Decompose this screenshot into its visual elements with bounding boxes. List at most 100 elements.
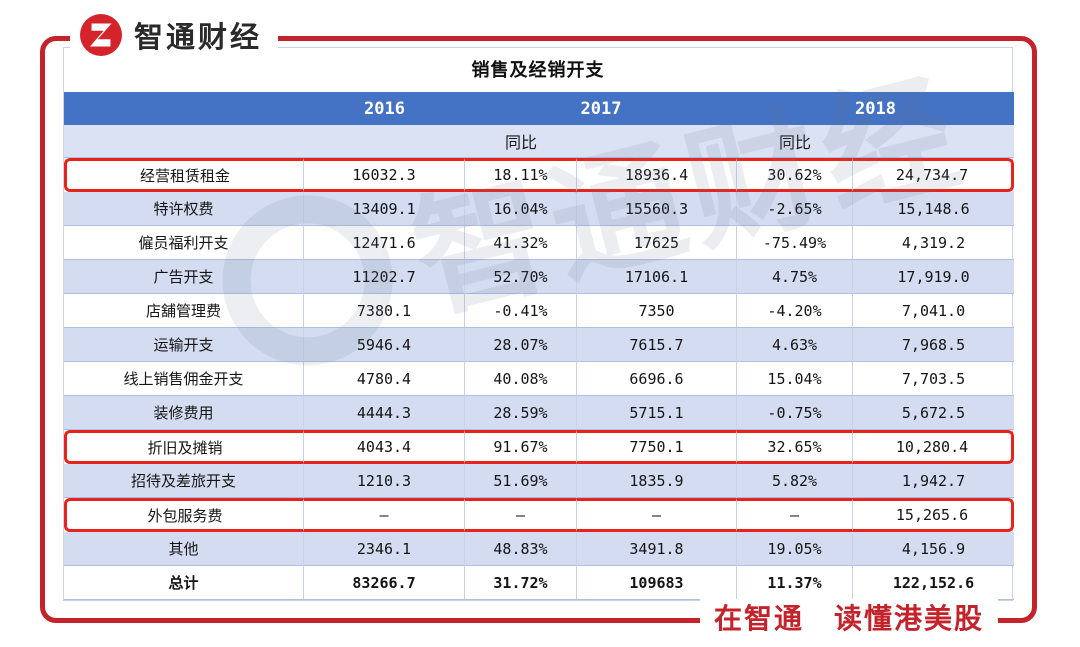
cell-yoy-2017: – [465, 498, 577, 532]
cell-item: 外包服务费 [64, 498, 304, 532]
expense-table: 2016 2017 2018 同比 同比 经营租赁租金 16032.3 18.1… [64, 92, 1015, 600]
cell-2017: 5715.1 [577, 396, 738, 430]
cell-item: 装修费用 [64, 396, 304, 430]
brand-logo-z-icon [80, 14, 122, 56]
cell-2017: — [577, 498, 738, 532]
cell-2017: 3491.8 [577, 532, 738, 566]
cell-yoy-2018: -2.65% [737, 192, 854, 226]
cell-2018: 15,265.6 [853, 498, 1015, 532]
table-row: 运输开支 5946.4 28.07% 7615.7 4.63% 7,968.5 [64, 328, 1015, 362]
cell-2017: 7750.1 [577, 430, 738, 464]
cell-yoy-2017: 28.59% [465, 396, 577, 430]
cell-2018: 7,703.5 [853, 362, 1015, 396]
cell-yoy-2017: 91.67% [465, 430, 577, 464]
cell-yoy-2017: 52.70% [465, 260, 577, 294]
cell-item: 店舖管理费 [64, 294, 304, 328]
table-row: 广告开支 11202.7 52.70% 17106.1 4.75% 17,919… [64, 260, 1015, 294]
cell-2016: 4780.4 [304, 362, 465, 396]
cell-yoy-2017: 41.32% [465, 226, 577, 260]
header-year-2018: 2018 [737, 92, 1015, 125]
cell-item: 运输开支 [64, 328, 304, 362]
cell-2018: 4,156.9 [853, 532, 1015, 566]
expense-table-card: 销售及经销开支 2016 2017 2018 同比 同比 经 [63, 47, 1015, 601]
table-row: 僱员福利开支 12471.6 41.32% 17625 -75.49% 4,31… [64, 226, 1015, 260]
cell-item: 特许权费 [64, 192, 304, 226]
cell-2018: 1,942.7 [853, 464, 1015, 498]
table-row-highlighted: 经营租赁租金 16032.3 18.11% 18936.4 30.62% 24,… [64, 158, 1015, 192]
cell-2018: 7,968.5 [853, 328, 1015, 362]
yoy-header-row: 同比 同比 [64, 125, 1015, 158]
brand-logo: 智通财经 [70, 8, 279, 62]
cell-2016: 16032.3 [304, 158, 465, 192]
cell-2017: 109683 [577, 566, 738, 600]
cell-2017: 17106.1 [577, 260, 738, 294]
cell-yoy-2017: 28.07% [465, 328, 577, 362]
cell-yoy-2018: 5.82% [737, 464, 854, 498]
cell-2018: 17,919.0 [853, 260, 1015, 294]
cell-2018: 4,319.2 [853, 226, 1015, 260]
table-row: 招待及差旅开支 1210.3 51.69% 1835.9 5.82% 1,942… [64, 464, 1015, 498]
cell-item: 招待及差旅开支 [64, 464, 304, 498]
cell-yoy-2018: -4.20% [737, 294, 854, 328]
cell-2016: 1210.3 [304, 464, 465, 498]
cell-2017: 1835.9 [577, 464, 738, 498]
cell-yoy-2018: 4.63% [737, 328, 854, 362]
cell-2018: 24,734.7 [853, 158, 1015, 192]
header-year-2017: 2017 [465, 92, 738, 125]
cell-item: 僱员福利开支 [64, 226, 304, 260]
year-header-row: 2016 2017 2018 [64, 92, 1015, 125]
cell-2018: 15,148.6 [853, 192, 1015, 226]
cell-2016: 83266.7 [304, 566, 465, 600]
cell-yoy-2018: 4.75% [737, 260, 854, 294]
header-item-blank [64, 92, 304, 125]
cell-2018: 7,041.0 [853, 294, 1015, 328]
cell-yoy-2018: 30.62% [737, 158, 854, 192]
cell-2017: 7350 [577, 294, 738, 328]
cell-yoy-2018: 32.65% [737, 430, 854, 464]
cell-yoy-2017: 48.83% [465, 532, 577, 566]
cell-yoy-2018: 15.04% [737, 362, 854, 396]
brand-slogan: 在智通 读懂港美股 [700, 599, 999, 639]
cell-2017: 18936.4 [577, 158, 738, 192]
cell-2017: 17625 [577, 226, 738, 260]
table-row-highlighted: 外包服务费 — – — – 15,265.6 [64, 498, 1015, 532]
cell-yoy-2018: -0.75% [737, 396, 854, 430]
cell-2018: 5,672.5 [853, 396, 1015, 430]
cell-2016: 13409.1 [304, 192, 465, 226]
cell-2017: 7615.7 [577, 328, 738, 362]
cell-yoy-2018: 11.37% [737, 566, 854, 600]
cell-item: 其他 [64, 532, 304, 566]
cell-2016: 5946.4 [304, 328, 465, 362]
cell-item: 折旧及摊销 [64, 430, 304, 464]
table-row: 特许权费 13409.1 16.04% 15560.3 -2.65% 15,14… [64, 192, 1015, 226]
cell-2016: 4043.4 [304, 430, 465, 464]
cell-yoy-2018: 19.05% [737, 532, 854, 566]
header-year-2016: 2016 [304, 92, 465, 125]
cell-item: 广告开支 [64, 260, 304, 294]
table-row-highlighted: 折旧及摊销 4043.4 91.67% 7750.1 32.65% 10,280… [64, 430, 1015, 464]
table-row: 其他 2346.1 48.83% 3491.8 19.05% 4,156.9 [64, 532, 1015, 566]
cell-2016: 2346.1 [304, 532, 465, 566]
cell-yoy-2017: 18.11% [465, 158, 577, 192]
cell-item: 线上销售佣金开支 [64, 362, 304, 396]
cell-item: 经营租赁租金 [64, 158, 304, 192]
table-title: 销售及经销开支 [471, 60, 605, 80]
yoy-label-2018: 同比 [737, 125, 854, 158]
cell-yoy-2018: -75.49% [737, 226, 854, 260]
table-row: 店舖管理费 7380.1 -0.41% 7350 -4.20% 7,041.0 [64, 294, 1015, 328]
table-total-row: 总计 83266.7 31.72% 109683 11.37% 122,152.… [64, 566, 1015, 600]
table-row: 线上销售佣金开支 4780.4 40.08% 6696.6 15.04% 7,7… [64, 362, 1015, 396]
cell-2016: — [304, 498, 465, 532]
cell-2016: 4444.3 [304, 396, 465, 430]
cell-yoy-2017: -0.41% [465, 294, 577, 328]
cell-yoy-2017: 40.08% [465, 362, 577, 396]
cell-2016: 12471.6 [304, 226, 465, 260]
cell-yoy-2017: 16.04% [465, 192, 577, 226]
cell-yoy-2017: 51.69% [465, 464, 577, 498]
cell-2016: 7380.1 [304, 294, 465, 328]
brand-name: 智通财经 [134, 22, 263, 54]
cell-item: 总计 [64, 566, 304, 600]
cell-2016: 11202.7 [304, 260, 465, 294]
red-border-frame [40, 36, 1037, 623]
yoy-label-2017: 同比 [465, 125, 577, 158]
